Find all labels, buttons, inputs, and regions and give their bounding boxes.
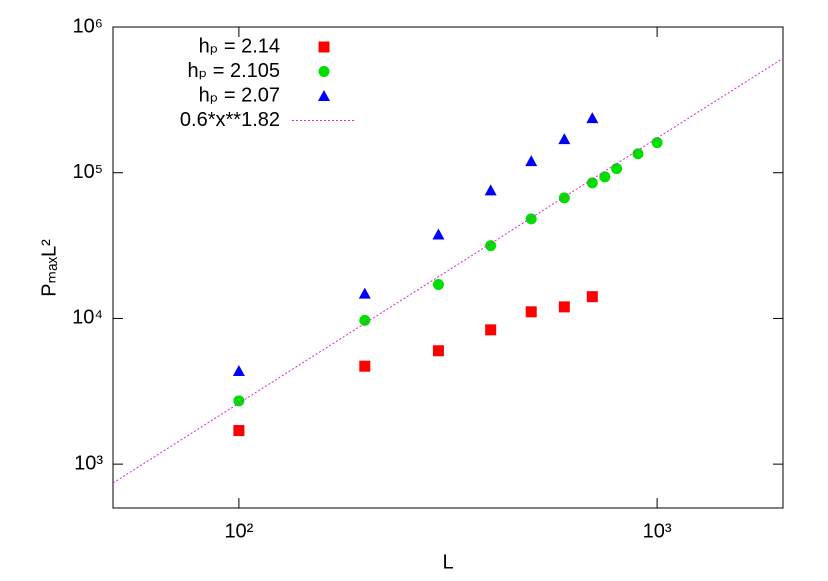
point (485, 324, 497, 336)
point (586, 291, 598, 303)
point (233, 425, 245, 437)
legend-label: hₚ = 2.07 (199, 84, 280, 106)
y-tick-label: 10⁵ (72, 161, 103, 183)
y-axis-label: PₘₐₓL² (38, 239, 60, 297)
x-tick-label: 10² (224, 520, 253, 542)
point (232, 364, 245, 376)
point (359, 314, 371, 326)
point (525, 155, 538, 167)
point (586, 112, 599, 124)
x-tick-label: 10³ (643, 520, 672, 542)
legend-label: 0.6*x**1.82 (180, 109, 280, 131)
point (233, 395, 245, 407)
point (651, 137, 663, 149)
point (586, 177, 598, 189)
point (558, 301, 570, 313)
point (485, 240, 497, 252)
point (484, 184, 497, 196)
point (558, 192, 570, 204)
point (525, 306, 537, 318)
plot-frame (112, 26, 784, 509)
point (432, 278, 444, 290)
legend-swatch (318, 90, 330, 101)
x-axis-label: L (442, 551, 453, 573)
point (358, 287, 371, 299)
legend-swatch (318, 66, 330, 77)
point (432, 228, 445, 240)
legend-swatch (318, 41, 330, 53)
point (632, 148, 644, 160)
legend-label: hₚ = 2.14 (199, 35, 280, 57)
point (611, 163, 623, 175)
point (359, 360, 371, 372)
y-tick-label: 10⁴ (72, 307, 103, 329)
point (558, 133, 571, 145)
legend-label: hₚ = 2.105 (187, 60, 280, 82)
y-tick-label: 10⁶ (73, 15, 103, 37)
fit-line (113, 57, 783, 484)
point (525, 213, 537, 225)
point (432, 345, 444, 357)
point (599, 171, 611, 183)
y-tick-label: 10³ (74, 452, 103, 474)
